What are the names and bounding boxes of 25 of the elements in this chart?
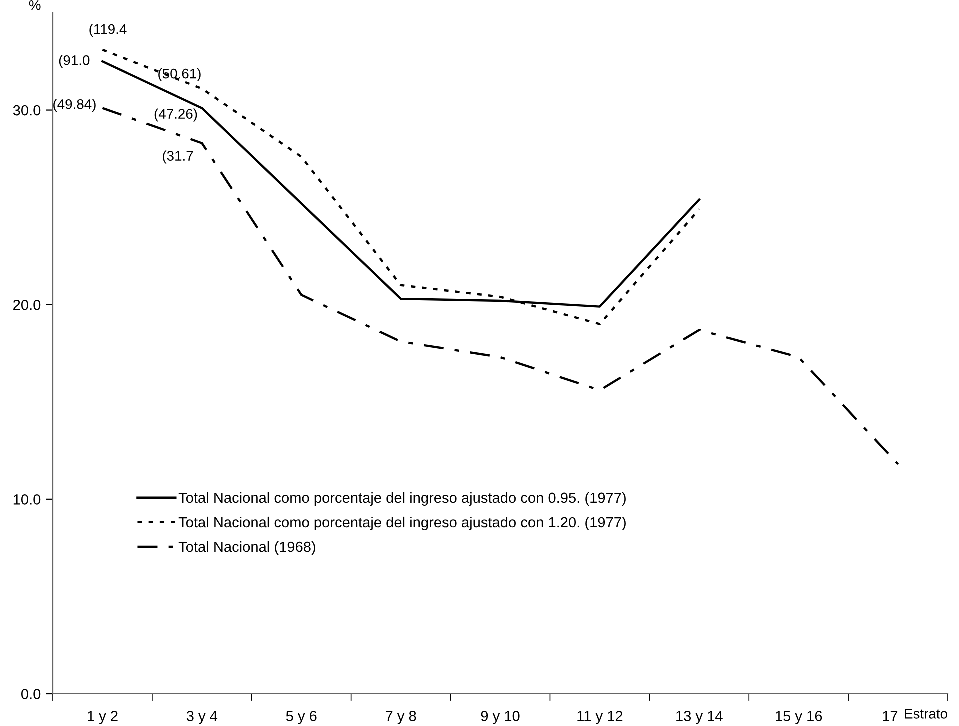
annotation: (91.0 (59, 55, 90, 68)
y-tick-label: 30.0 (13, 105, 41, 116)
legend-label: Total Nacional como porcentaje del ingreso ajustado con 0.95. (1977) (178, 492, 626, 506)
x-tick-label: 7 y 8 (386, 711, 416, 724)
annotation: (50.61) (158, 68, 201, 82)
x-tick-label: 13 y 14 (676, 711, 723, 724)
y-axis-title: % (29, 0, 41, 10)
x-tick-label: 11 y 12 (578, 711, 623, 724)
x-tick-label: 17 (883, 711, 898, 722)
x-axis-title: Estrato (905, 709, 948, 719)
x-tick-label: 15 y 16 (776, 711, 822, 724)
line-series (102, 107, 900, 466)
x-tick-label: 1 y 2 (88, 711, 118, 724)
annotation: (31.7 (163, 150, 194, 164)
x-tick-label: 5 y 6 (286, 711, 317, 724)
annotation: (119.4 (90, 24, 127, 37)
annotation: (49.84) (54, 99, 96, 112)
x-tick-label: 3 y 4 (186, 711, 218, 724)
y-tick-label: 20.0 (14, 300, 41, 310)
y-tick-label: 0.0 (21, 689, 41, 700)
x-tick-label: 9 y 10 (481, 711, 520, 724)
legend-label: Total Nacional (1968) (178, 541, 316, 556)
annotation: (47.26) (154, 108, 198, 122)
y-tick-label: 10.0 (14, 494, 41, 505)
legend-label: Total Nacional como porcentaje del ingreso ajustado con 1.20. (1977) (178, 516, 626, 531)
